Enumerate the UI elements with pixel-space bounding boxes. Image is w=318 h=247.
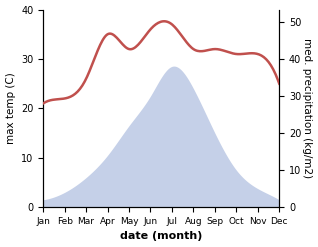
Y-axis label: max temp (C): max temp (C) [5, 72, 16, 144]
Y-axis label: med. precipitation (kg/m2): med. precipitation (kg/m2) [302, 38, 313, 178]
X-axis label: date (month): date (month) [120, 231, 203, 242]
